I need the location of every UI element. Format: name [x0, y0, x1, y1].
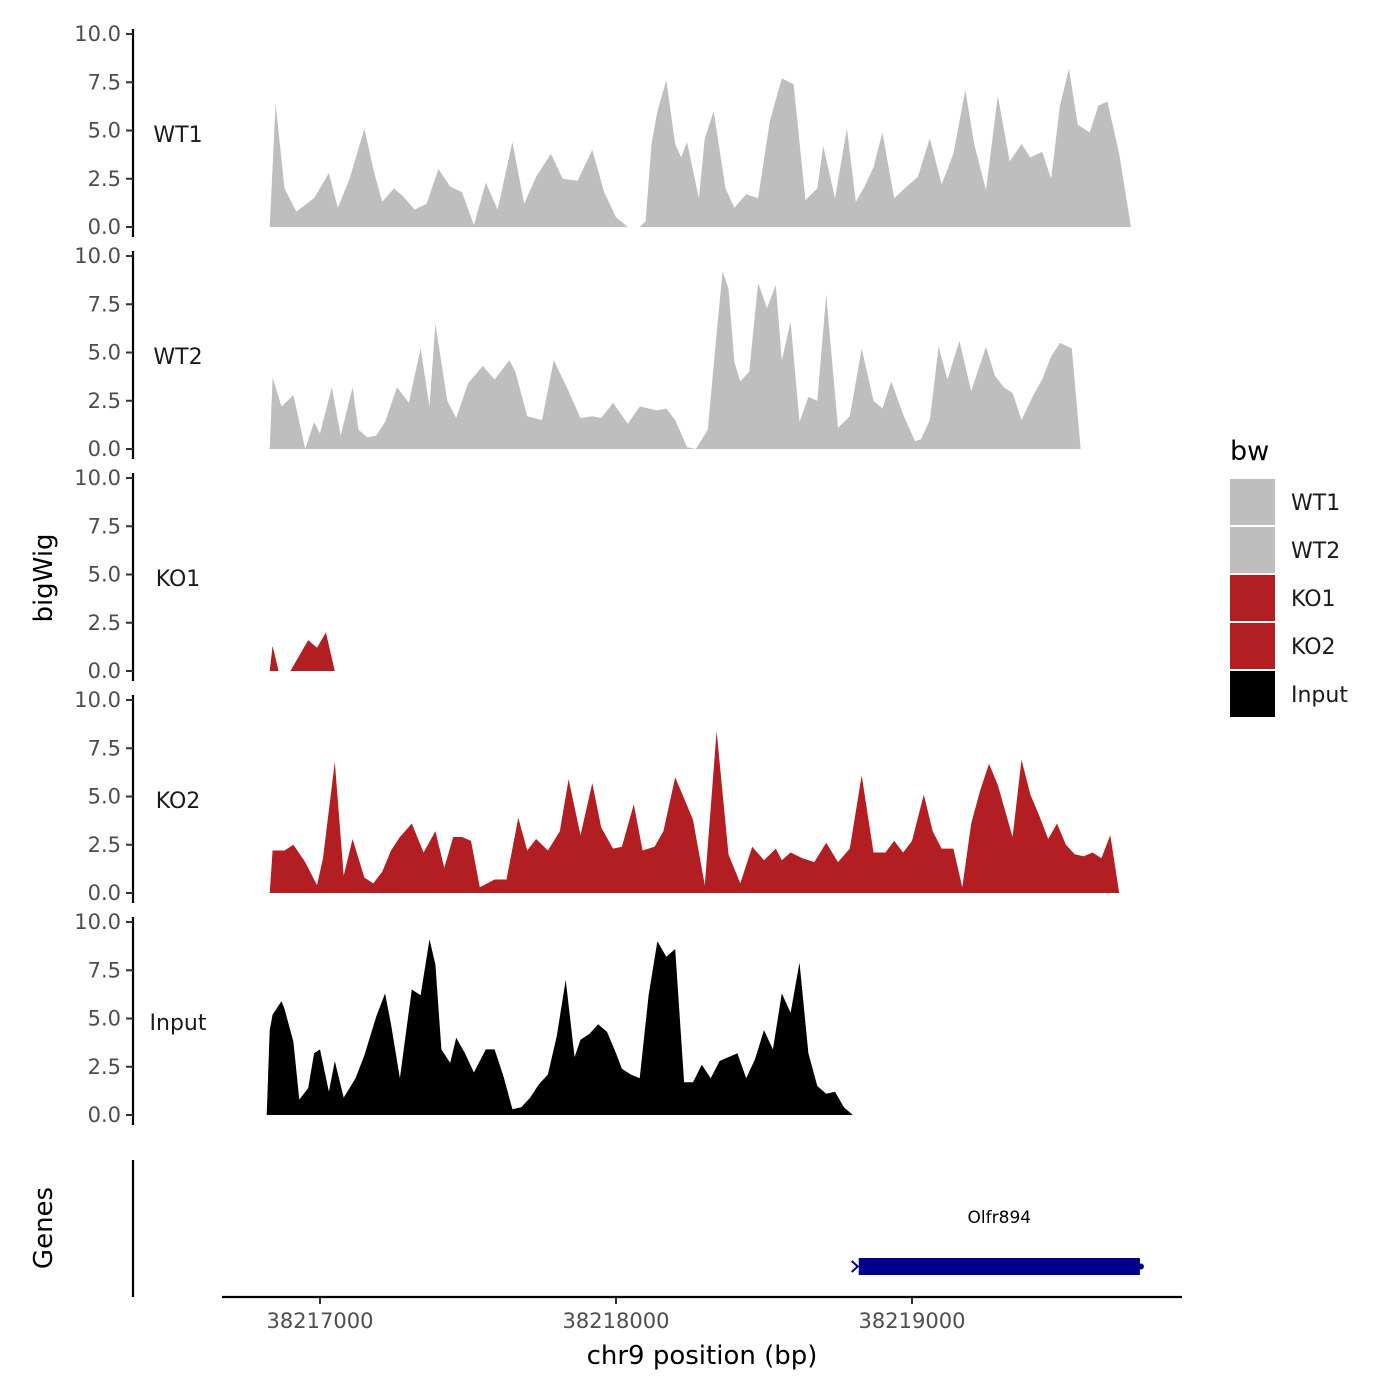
y-tick-label: 7.5: [88, 958, 121, 982]
y-tick-label: 0.0: [88, 1103, 121, 1127]
y-tick-label: 5.0: [88, 785, 121, 809]
legend-title: bw: [1230, 436, 1269, 467]
area-ko1: [269, 632, 1131, 671]
gene-label: Olfr894: [968, 1208, 1032, 1228]
y-tick-label: 7.5: [88, 292, 121, 316]
y-tick-label: 2.5: [88, 389, 121, 413]
y-tick-label: 10.0: [74, 688, 121, 712]
y-tick-label: 2.5: [88, 1055, 121, 1079]
track-label-input: Input: [150, 1011, 207, 1036]
y-tick-label: 5.0: [88, 119, 121, 143]
track-label-ko2: KO2: [156, 789, 201, 814]
x-axis: 38217000 38218000 38219000: [222, 1295, 1182, 1333]
track-label-wt1: WT1: [153, 123, 202, 148]
track-ko1: 0.0 2.5 5.0 7.5 10.0 KO1: [74, 466, 1131, 683]
track-wt1: 0.0 2.5 5.0 7.5 10.0 WT1: [74, 22, 1146, 239]
y-tick-label: 2.5: [88, 611, 121, 635]
y-tick-label: 5.0: [88, 563, 121, 587]
legend-key-input: [1230, 671, 1275, 717]
x-tick-label: 38219000: [859, 1309, 966, 1333]
track-ko2: 0.0 2.5 5.0 7.5 10.0 KO2: [74, 688, 1131, 905]
genes-track: Olfr894: [131, 1160, 1144, 1297]
y-tick-label: 5.0: [88, 1007, 121, 1031]
x-tick-label: 38217000: [267, 1309, 374, 1333]
y-tick-label: 0.0: [88, 881, 121, 905]
y-axis-title: bigWig: [29, 533, 59, 622]
y-tick-label: 10.0: [74, 910, 121, 934]
legend: bw WT1 WT2 KO1 KO2 Input: [1230, 436, 1348, 717]
track-label-wt2: WT2: [153, 345, 202, 370]
legend-label-ko1: KO1: [1291, 587, 1336, 612]
track-input: 0.0 2.5 5.0 7.5 10.0 Input: [74, 910, 1131, 1127]
y-tick-label: 0.0: [88, 437, 121, 461]
y-tick-label: 0.0: [88, 215, 121, 239]
y-tick-label: 7.5: [88, 736, 121, 760]
x-tick-label: 38218000: [563, 1309, 670, 1333]
y-tick-label: 2.5: [88, 833, 121, 857]
y-tick-label: 7.5: [88, 70, 121, 94]
legend-key-ko2: [1230, 623, 1275, 669]
gene-body: [858, 1258, 1140, 1275]
track-wt2: 0.0 2.5 5.0 7.5 10.0 WT2: [74, 244, 1134, 461]
gene-end-marker: [1137, 1263, 1144, 1270]
area-ko2: [269, 730, 1131, 893]
legend-label-wt2: WT2: [1291, 539, 1340, 564]
legend-key-wt2: [1230, 527, 1275, 573]
y-tick-label: 10.0: [74, 244, 121, 268]
bigwig-tracks: 0.02.55.07.510.0WT10.02.55.07.510.0WT20.…: [74, 22, 1146, 1127]
y-tick-label: 7.5: [88, 514, 121, 538]
legend-label-ko2: KO2: [1291, 635, 1336, 660]
y-tick-label: 2.5: [88, 167, 121, 191]
y-tick-label: 10.0: [74, 22, 121, 46]
genes-track-title: Genes: [29, 1187, 59, 1269]
y-tick-label: 0.0: [88, 659, 121, 683]
track-label-ko1: KO1: [156, 567, 201, 592]
legend-label-input: Input: [1291, 683, 1348, 708]
legend-key-ko1: [1230, 575, 1275, 621]
area-wt1: [269, 68, 1146, 227]
legend-key-wt1: [1230, 479, 1275, 525]
y-tick-label: 5.0: [88, 341, 121, 365]
area-input: [266, 939, 1131, 1115]
y-tick-label: 10.0: [74, 466, 121, 490]
area-wt2: [269, 271, 1134, 449]
x-axis-title: chr9 position (bp): [587, 1341, 818, 1371]
gene-strand-marker: [851, 1260, 860, 1273]
legend-label-wt1: WT1: [1291, 491, 1340, 516]
